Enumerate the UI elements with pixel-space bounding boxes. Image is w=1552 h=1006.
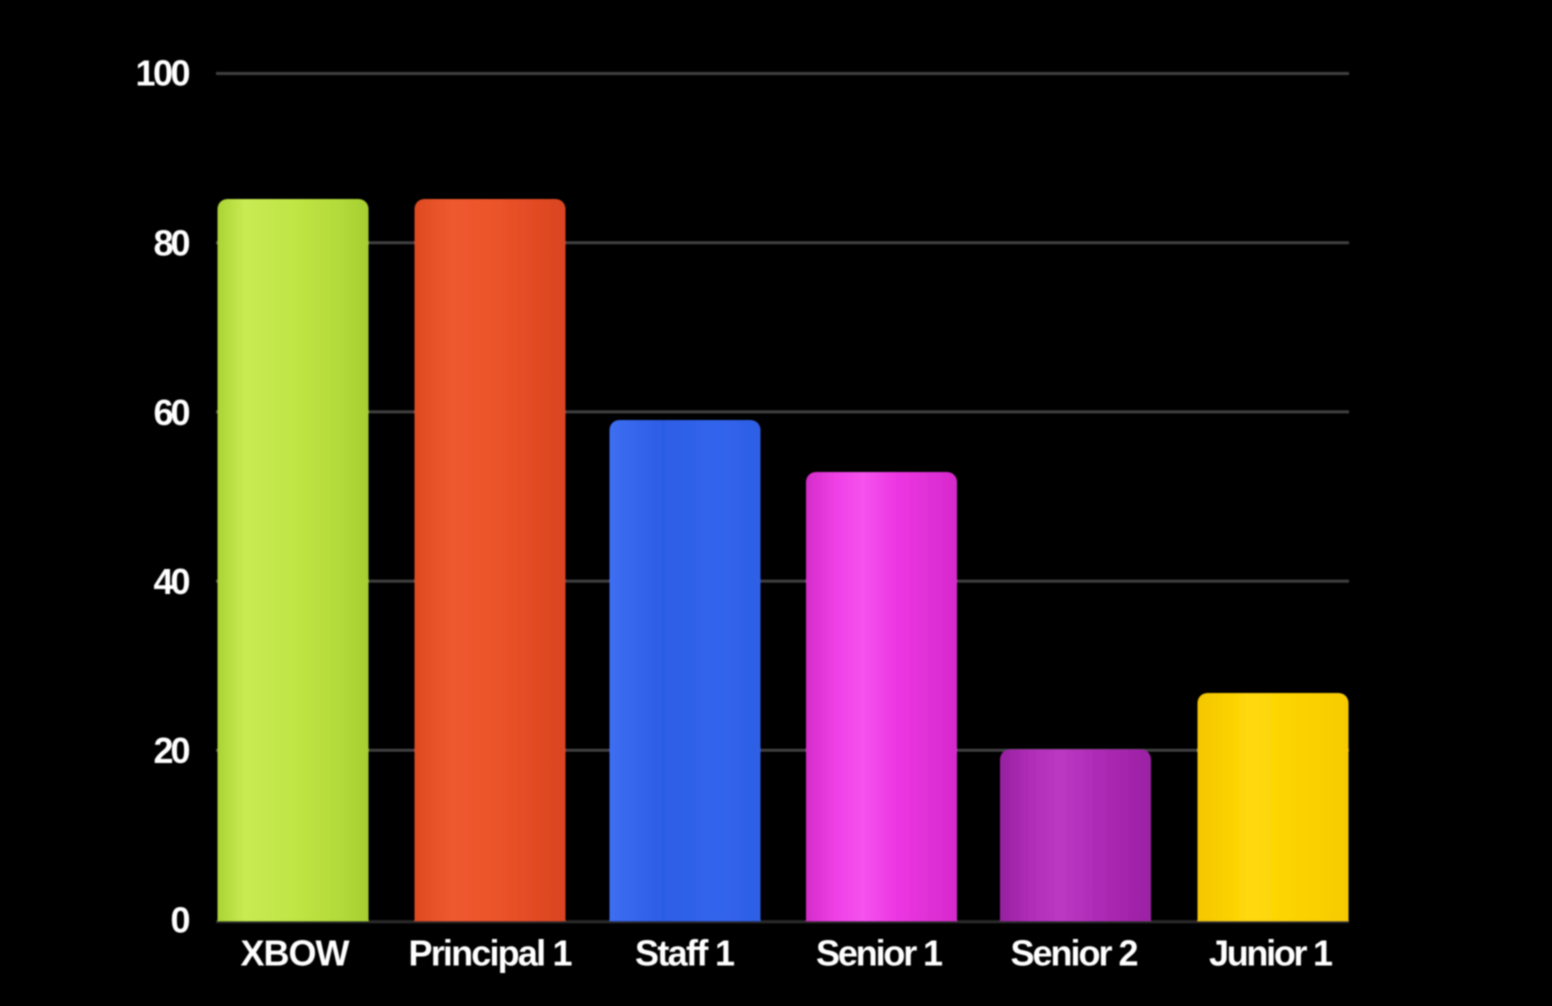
svg-text:XBOW: XBOW — [241, 933, 350, 974]
svg-text:Staff 1: Staff 1 — [635, 933, 735, 974]
svg-text:100: 100 — [136, 53, 191, 94]
svg-text:40: 40 — [154, 561, 191, 602]
svg-text:80: 80 — [154, 223, 191, 264]
svg-text:Senior 1: Senior 1 — [816, 933, 943, 974]
svg-text:Principal 1: Principal 1 — [409, 933, 573, 974]
svg-text:0: 0 — [170, 900, 190, 941]
svg-text:60: 60 — [154, 392, 191, 433]
svg-text:20: 20 — [154, 730, 191, 771]
svg-text:Senior 2: Senior 2 — [1011, 933, 1139, 974]
svg-text:Junior 1: Junior 1 — [1209, 933, 1333, 974]
